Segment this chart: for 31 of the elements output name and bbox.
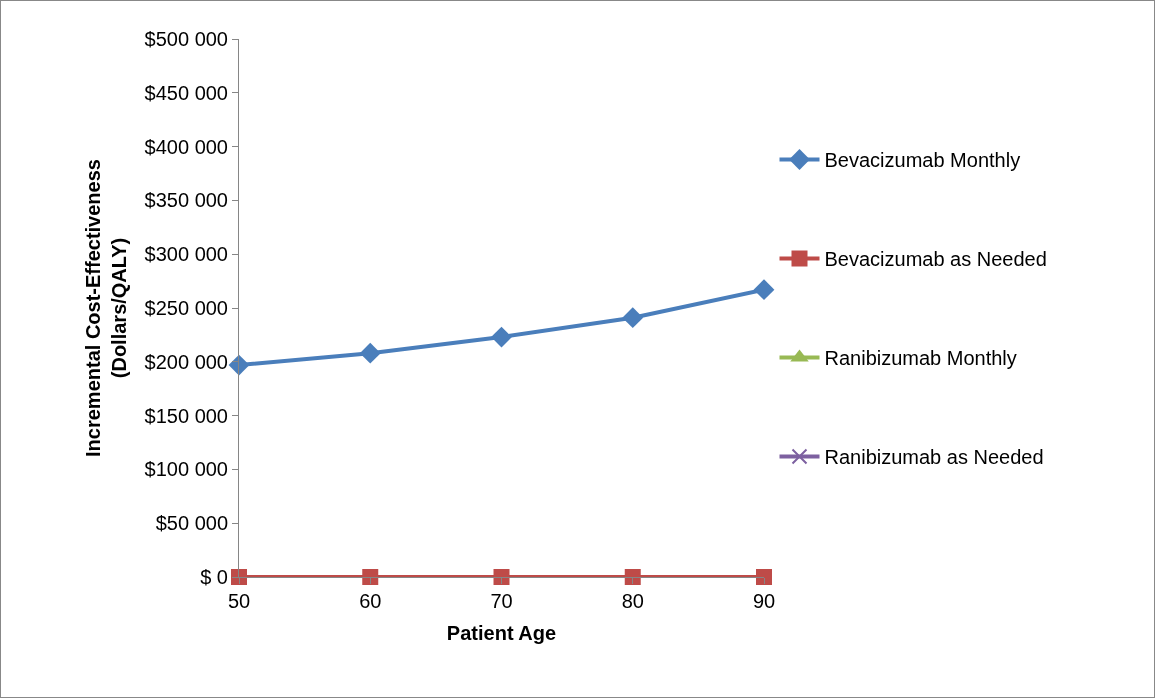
y-axis-title: Incremental Cost-Effectiveness (Dollars/QALY) — [82, 159, 131, 457]
point — [622, 307, 644, 329]
point — [362, 569, 379, 585]
x-tick-label: 50 — [227, 590, 251, 612]
y-tick-label: $500 000 — [144, 28, 228, 50]
legend-label: Ranibizumab as Needed — [824, 446, 1044, 469]
x-tick-label: 80 — [621, 590, 644, 612]
y-tick-label: $100 000 — [144, 458, 228, 481]
x-tick-label: 70 — [490, 590, 513, 612]
point — [228, 354, 250, 376]
x-tick-label: 60 — [359, 590, 382, 612]
y-tick-label: $150 000 — [144, 404, 228, 427]
point — [624, 569, 641, 585]
legend-label: Ranibizumab Monthly — [824, 347, 1017, 370]
x-tick-label: 90 — [752, 590, 776, 612]
y-tick-label: $250 000 — [144, 297, 228, 319]
point — [753, 279, 775, 301]
y-tick-label: $450 000 — [144, 81, 228, 104]
x-axis-title: Patient Age — [446, 621, 557, 644]
y-tick-label: $ 0 — [200, 566, 228, 588]
point — [359, 342, 381, 364]
y-tick-label: $350 000 — [144, 189, 228, 212]
point — [756, 569, 772, 585]
point — [493, 569, 510, 585]
y-tick-label: $200 000 — [144, 350, 228, 373]
point — [491, 326, 512, 348]
y-tick-label: $400 000 — [144, 135, 228, 158]
legend-label: Bevacizumab Monthly — [824, 149, 1021, 172]
y-tick-label: $300 000 — [144, 243, 228, 266]
y-tick-label: $50 000 — [155, 512, 228, 535]
legend-label: Bevacizumab as Needed — [824, 248, 1047, 271]
